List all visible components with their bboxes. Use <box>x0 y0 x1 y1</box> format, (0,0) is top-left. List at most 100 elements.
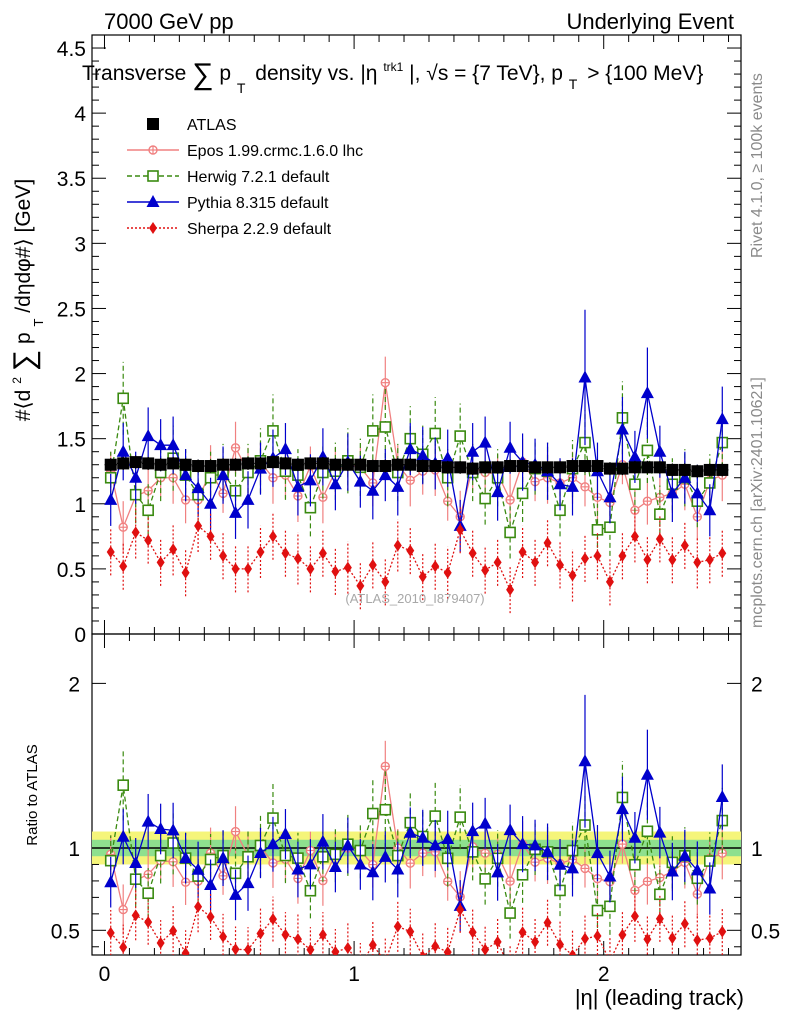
atlas-point <box>117 457 130 470</box>
herwig-ratio-point <box>504 907 516 919</box>
atlas-point <box>504 460 517 473</box>
herwig-ratio-point <box>479 873 491 885</box>
pythia-point <box>578 370 592 383</box>
atlas-point <box>454 461 467 474</box>
atlas-point <box>354 458 367 471</box>
pythia-ratio-point <box>528 838 542 851</box>
analysis-watermark: (ATLAS_2010_I879407) <box>345 591 484 606</box>
pythia-ratio-point <box>653 825 667 838</box>
sherpa-point <box>406 544 415 557</box>
pythia-point <box>129 470 143 483</box>
herwig-point <box>604 521 616 534</box>
herwig-ratio-point <box>604 900 616 913</box>
pythia-point <box>628 449 642 462</box>
pythia-point <box>229 505 243 518</box>
sherpa-point <box>256 545 265 558</box>
sherpa-point <box>194 519 203 532</box>
mcplots-source-text: mcplots.cern.ch [arXiv:2401.10621] <box>749 377 766 628</box>
sherpa-point <box>131 526 140 539</box>
atlas-point <box>341 458 354 471</box>
sherpa-ratio-point <box>568 949 577 955</box>
sherpa-ratio-point <box>156 936 165 949</box>
pythia-line <box>110 377 723 527</box>
ratio-series-sherpa <box>106 881 727 975</box>
atlas-point <box>716 463 729 476</box>
header-right: Underlying Event <box>566 9 734 34</box>
legend-label: Herwig 7.2.1 default <box>187 169 330 186</box>
herwig-point <box>142 504 154 517</box>
atlas-point <box>591 460 604 473</box>
header-left: 7000 GeV pp <box>104 9 234 34</box>
sherpa-ratio-point <box>556 938 565 951</box>
y-tick-label: 1 <box>74 494 86 517</box>
atlas-point <box>566 460 579 473</box>
pythia-point <box>328 477 342 490</box>
pythia-point <box>191 481 205 494</box>
sherpa-point <box>281 547 290 560</box>
sherpa-point <box>244 562 253 575</box>
sherpa-ratio-point <box>618 928 627 941</box>
sherpa-point <box>219 549 228 562</box>
pythia-point <box>491 485 505 498</box>
sherpa-ratio-point <box>443 946 452 955</box>
pythia-ratio-point <box>478 816 492 829</box>
sherpa-line <box>110 524 723 592</box>
pythia-point <box>478 435 492 448</box>
herwig-ratio-point <box>641 825 654 838</box>
atlas-point <box>641 461 654 474</box>
sherpa-ratio-point <box>219 930 228 943</box>
sherpa-point <box>231 562 240 575</box>
epos-point <box>405 475 415 486</box>
sherpa-ratio-point <box>518 926 527 939</box>
atlas-point <box>192 460 205 473</box>
pythia-ratio-point <box>328 859 342 872</box>
legend-marker <box>146 195 160 207</box>
pythia-ratio-point <box>541 844 555 857</box>
sherpa-point <box>268 530 277 543</box>
sherpa-ratio-point <box>580 932 589 945</box>
atlas-point <box>653 461 666 474</box>
sherpa-point <box>119 560 128 573</box>
series-atlas <box>104 455 729 478</box>
herwig-point <box>654 508 666 521</box>
atlas-point <box>603 462 616 475</box>
epos-point <box>505 495 515 505</box>
sherpa-ratio-point <box>705 932 714 945</box>
sherpa-point <box>481 564 490 577</box>
pythia-point <box>703 503 717 516</box>
sherpa-point <box>393 539 402 552</box>
sherpa-ratio-point <box>331 945 340 955</box>
atlas-point <box>666 463 679 476</box>
pythia-point <box>603 490 617 503</box>
sherpa-point <box>693 556 702 569</box>
herwig-ratio-point <box>367 807 379 820</box>
pythia-point <box>216 468 230 481</box>
sherpa-ratio-point <box>456 903 465 916</box>
pythia-ratio-point <box>341 838 355 851</box>
herwig-point <box>117 392 130 405</box>
herwig-ratio-line <box>110 785 723 916</box>
chart-title: Transverse ∑ p T density vs. |η trk1 |, … <box>82 53 703 98</box>
sherpa-point <box>343 561 352 574</box>
pythia-ratio-point <box>303 857 317 870</box>
atlas-point <box>104 458 117 471</box>
sherpa-point <box>506 583 515 596</box>
epos-point <box>642 496 653 506</box>
pythia-ratio-point <box>553 857 567 870</box>
atlas-point <box>266 456 279 469</box>
epos-point <box>118 522 128 532</box>
atlas-point <box>479 461 492 474</box>
pythia-point <box>441 451 455 464</box>
legend-item-herwig: Herwig 7.2.1 default <box>127 169 330 186</box>
atlas-point <box>703 463 716 476</box>
sherpa-ratio-point <box>506 963 514 975</box>
pythia-ratio-point <box>241 876 255 889</box>
atlas-point <box>541 461 554 474</box>
pythia-point <box>403 442 417 455</box>
sherpa-point <box>156 556 165 569</box>
epos-ratio-point <box>230 826 241 837</box>
pythia-point <box>353 474 367 487</box>
sherpa-point <box>593 549 602 562</box>
pythia-ratio-point <box>640 767 654 780</box>
sherpa-ratio-point <box>693 934 702 947</box>
